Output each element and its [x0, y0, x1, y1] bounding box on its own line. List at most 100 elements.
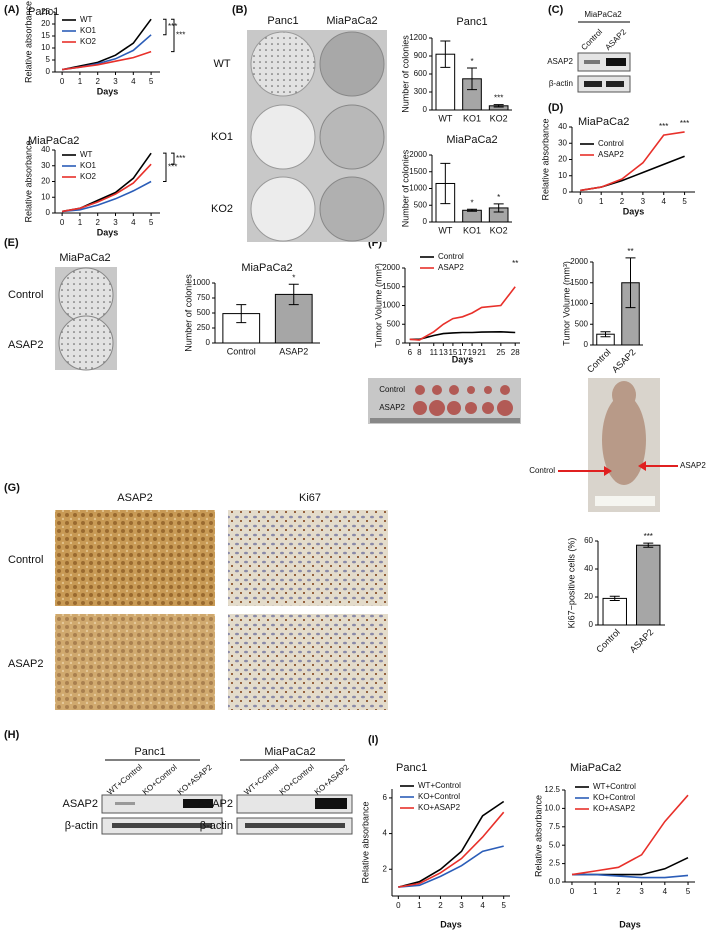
y-tick-label: 20	[558, 155, 567, 164]
y-tick-label: 10	[41, 192, 50, 201]
series-line	[398, 811, 505, 888]
y-tick-label: 0	[423, 217, 428, 226]
blot	[577, 75, 631, 93]
x-tick-label: 3	[113, 218, 118, 227]
x-tick-label: 19	[468, 348, 477, 357]
x-tick-label: 25	[496, 348, 505, 357]
legend-label: Control	[598, 139, 624, 148]
y-tick-label: 0	[589, 620, 594, 629]
row-label: ASAP2	[8, 658, 43, 670]
row-label: Control	[379, 385, 405, 394]
band	[245, 823, 345, 828]
y-tick-label: 2.5	[549, 859, 561, 868]
western-blot: MiaPaCa2 Control ASAP2 ASAP2 β-actin	[547, 10, 631, 93]
column-label: ASAP2	[117, 492, 152, 504]
y-tick-label: 20	[41, 19, 50, 28]
row-label: ASAP2	[379, 403, 405, 412]
mouse-head	[612, 381, 636, 409]
y-tick-label: 1000	[382, 301, 400, 310]
band	[584, 60, 600, 64]
tumor	[413, 401, 427, 415]
error-bar	[467, 67, 477, 91]
x-tick-label: 1	[599, 197, 604, 206]
annotation: ***	[176, 154, 185, 163]
x-tick-label: 0	[396, 901, 401, 910]
y-tick-label: 500	[575, 319, 589, 328]
x-tick-label: 3	[641, 197, 646, 206]
panel-labels: (A) (B) (C) (D) (E) (F) (G) (H) (I)	[4, 4, 564, 746]
lane-label: ASAP2	[603, 27, 628, 52]
protein-label: ASAP2	[547, 57, 573, 66]
tumor	[500, 385, 510, 395]
series-line	[61, 50, 152, 71]
x-tick-label: KO1	[463, 113, 481, 123]
plate	[319, 31, 385, 97]
annotation: ***	[168, 162, 177, 171]
panel-label: (E)	[4, 237, 19, 249]
annotation: ***	[680, 119, 689, 128]
x-tick-label: 5	[501, 901, 506, 910]
legend-label: Control	[438, 252, 464, 261]
chart-title: Panc1	[456, 16, 487, 28]
protein-label: β-actin	[65, 820, 98, 832]
legend-label: WT+Control	[418, 781, 461, 790]
y-tick-label: 20	[41, 177, 50, 186]
tumor	[484, 386, 492, 394]
y-axis-label: Relative absorbance	[540, 118, 550, 200]
annotation: *	[470, 198, 473, 207]
plate	[250, 31, 316, 97]
legend-label: KO2	[80, 37, 97, 46]
arrow-head	[638, 461, 646, 471]
tumor	[482, 402, 494, 414]
row-label: Control	[8, 554, 43, 566]
lane-label: KO+ASAP2	[313, 762, 351, 796]
x-tick-label: 0	[60, 77, 65, 86]
y-tick-label: 40	[558, 122, 567, 131]
ruler	[595, 496, 655, 506]
protein-label: β-actin	[549, 79, 573, 88]
chart-title: Panc1	[28, 6, 59, 18]
chart-title: MiaPaCa2	[570, 762, 621, 774]
series-line	[571, 794, 689, 876]
y-axis-label: Ki67−positive cells (%)	[566, 538, 576, 629]
y-tick-label: 1500	[570, 278, 588, 287]
lane-label: KO+Control	[278, 763, 316, 797]
x-axis-label: Days	[97, 86, 119, 96]
cell-line: MiaPaCa2	[584, 10, 622, 19]
row-label: KO1	[211, 131, 233, 143]
mouse-photo: Control ASAP2	[529, 378, 706, 512]
cell-line: MiaPaCa2	[59, 252, 110, 264]
x-tick-label: 13	[439, 348, 448, 357]
x-tick-label: 5	[682, 197, 687, 206]
x-tick-label: 1	[417, 901, 422, 910]
annotation: ***	[168, 22, 177, 31]
series-line	[398, 800, 505, 888]
chart-title: MiaPaCa2	[28, 135, 79, 147]
x-tick-label: 0	[570, 887, 575, 896]
x-tick-label: 4	[663, 887, 668, 896]
error-bar	[236, 304, 247, 324]
series-line	[61, 34, 152, 71]
chart-title: MiaPaCa2	[578, 116, 629, 128]
panel-label: (I)	[368, 734, 379, 746]
legend-label: ASAP2	[438, 263, 464, 272]
ruler	[370, 418, 520, 423]
legend-label: KO+ASAP2	[418, 803, 461, 812]
x-axis-label: Days	[452, 354, 474, 364]
tumor	[432, 385, 442, 395]
x-tick-label: 8	[417, 348, 422, 357]
series-line	[409, 286, 516, 341]
y-tick-label: 900	[414, 51, 428, 60]
western-blots: Panc1 WT+Control KO+Control KO+ASAP2 ASA…	[63, 746, 353, 835]
legend-label: KO+ASAP2	[593, 804, 636, 813]
y-tick-label: 300	[414, 87, 428, 96]
legend-label: WT	[80, 150, 93, 159]
panel-label: (B)	[232, 4, 248, 16]
protein-label: ASAP2	[198, 798, 233, 810]
ihc-image	[228, 510, 388, 606]
x-tick-label: 15	[448, 348, 457, 357]
arrow-head	[604, 466, 612, 476]
series-line	[398, 845, 504, 888]
x-axis-label: Days	[619, 919, 641, 929]
x-tick-label: 2	[616, 887, 621, 896]
